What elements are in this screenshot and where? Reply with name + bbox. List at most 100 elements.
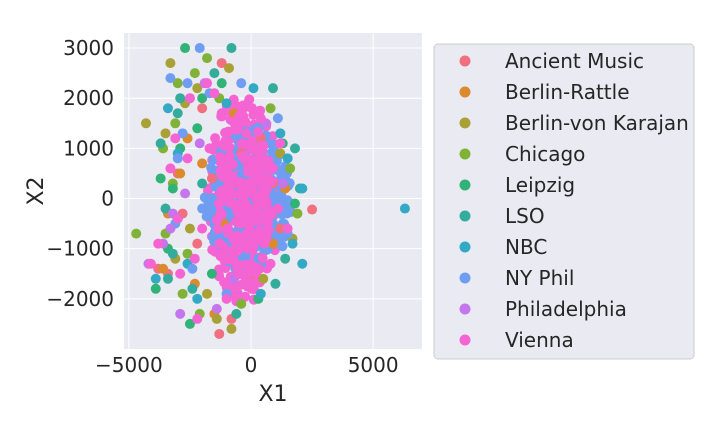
scatter-point [197,103,208,114]
legend-item: Philadelphia [459,297,627,321]
scatter-point [192,83,203,94]
scatter-point [160,203,171,214]
scatter-point [202,78,213,89]
scatter-point [165,163,176,174]
legend-item: LSO [459,204,545,228]
scatter-point [206,173,217,184]
scatter-point [243,163,254,174]
y-tick-label: −2000 [46,287,114,311]
scatter-point [189,253,200,264]
scatter-point [175,308,186,319]
scatter-point [223,188,234,199]
scatter-point [155,138,166,149]
legend-label: Chicago [505,142,585,166]
scatter-point [211,303,222,314]
scatter-point [242,101,253,112]
scatter-point [180,43,191,54]
scatter-point [165,73,176,84]
scatter-point [213,224,224,235]
scatter-point [172,78,183,89]
legend-label: NBC [505,235,547,259]
scatter-point [232,242,243,253]
scatter-point [226,43,237,54]
scatter-point [192,293,203,304]
legend-item: Berlin-von Karajan [459,111,689,135]
scatter-point [165,58,176,69]
scatter-point [172,108,183,119]
scatter-point [170,133,181,144]
legend-item: Chicago [459,142,585,166]
scatter-point [237,193,248,204]
scatter-point [158,263,169,274]
scatter-point [247,243,258,254]
scatter-point [277,178,288,189]
scatter-point [224,151,235,162]
scatter-point [241,274,252,285]
x-tick-label: 5000 [348,353,399,377]
scatter-point [280,253,291,264]
scatter-point [194,138,205,149]
scatter-point [197,203,208,214]
scatter-point [265,103,276,114]
scatter-point [220,244,231,255]
scatter-point [177,128,188,139]
legend-item: Vienna [459,328,574,352]
legend-item: Ancient Music [459,49,644,73]
scatter-point [162,273,173,284]
scatter-point [211,214,222,225]
scatter-point [275,223,286,234]
legend-marker [459,334,471,346]
scatter-point [209,88,220,99]
scatter-point [140,118,151,129]
legend-marker [459,241,471,253]
scatter-point [197,158,208,169]
scatter-point [241,128,252,139]
scatter-point [236,138,247,149]
scatter-point [153,238,164,249]
scatter-point [307,204,318,215]
scatter-point [226,177,237,188]
scatter-point [253,126,264,137]
scatter-point [189,68,200,79]
legend-marker [459,179,471,191]
scatter-point [255,162,266,173]
scatter-point [194,43,205,54]
scatter-point [265,164,276,175]
legend-item: NBC [459,235,547,259]
legend-label: Leipzig [505,173,575,197]
y-axis-label: X2 [24,176,49,205]
scatter-point [165,223,176,234]
scatter-point [268,190,279,201]
scatter-point [215,152,226,163]
scatter-point [297,258,308,269]
scatter-point [285,163,296,174]
scatter-point [155,173,166,184]
scatter-point [268,83,278,94]
legend-label: NY Phil [505,266,574,290]
scatter-point [248,110,259,121]
scatter-point [202,53,213,64]
scatter-point [233,268,244,279]
scatter-point [226,323,237,334]
scatter-point [221,98,232,109]
scatter-point [231,283,242,294]
scatter-point [255,113,266,124]
scatter-point [292,208,303,219]
scatter-point [197,223,208,234]
legend-item: Leipzig [459,173,575,197]
legend-box [433,43,695,360]
legend-marker [459,148,471,160]
scatter-point [275,148,286,159]
scatter-point [187,283,198,294]
scatter-point [399,203,410,214]
scatter-point [192,238,203,249]
legend-item: NY Phil [459,266,574,290]
scatter-point [184,93,195,104]
scatter-point [248,262,259,273]
y-tick-label: −1000 [46,237,114,261]
scatter-point [175,93,186,104]
legend-marker [459,55,471,67]
scatter-point [172,213,183,224]
scatter-point [282,223,293,234]
